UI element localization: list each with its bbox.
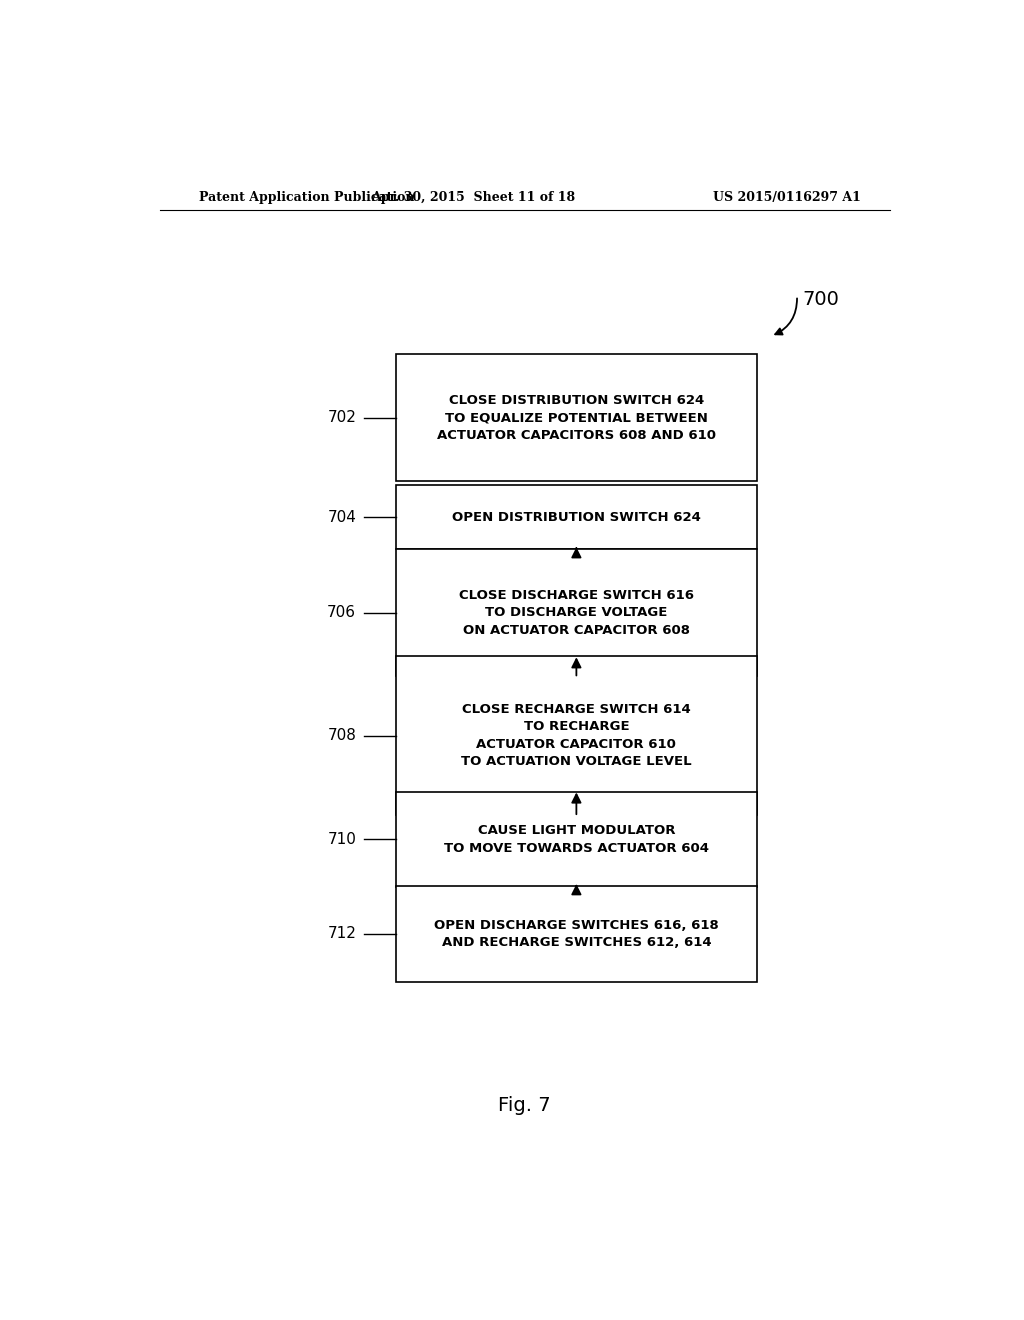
Text: Apr. 30, 2015  Sheet 11 of 18: Apr. 30, 2015 Sheet 11 of 18 xyxy=(371,190,575,203)
Text: CLOSE RECHARGE SWITCH 614
TO RECHARGE
ACTUATOR CAPACITOR 610
TO ACTUATION VOLTAG: CLOSE RECHARGE SWITCH 614 TO RECHARGE AC… xyxy=(461,704,691,768)
Text: 708: 708 xyxy=(328,729,356,743)
Text: CLOSE DISTRIBUTION SWITCH 624
TO EQUALIZE POTENTIAL BETWEEN
ACTUATOR CAPACITORS : CLOSE DISTRIBUTION SWITCH 624 TO EQUALIZ… xyxy=(437,393,716,442)
Text: 712: 712 xyxy=(328,927,356,941)
Text: 702: 702 xyxy=(328,411,356,425)
Text: 710: 710 xyxy=(328,832,356,847)
FancyBboxPatch shape xyxy=(396,886,757,982)
Text: Patent Application Publication: Patent Application Publication xyxy=(200,190,415,203)
Text: 706: 706 xyxy=(327,606,356,620)
FancyBboxPatch shape xyxy=(396,549,757,676)
Text: US 2015/0116297 A1: US 2015/0116297 A1 xyxy=(713,190,860,203)
FancyBboxPatch shape xyxy=(396,354,757,480)
Text: OPEN DISTRIBUTION SWITCH 624: OPEN DISTRIBUTION SWITCH 624 xyxy=(452,511,700,524)
FancyBboxPatch shape xyxy=(396,656,757,814)
Text: Fig. 7: Fig. 7 xyxy=(499,1096,551,1115)
Text: 704: 704 xyxy=(328,510,356,524)
FancyBboxPatch shape xyxy=(396,792,757,887)
Text: 700: 700 xyxy=(803,290,840,309)
Text: CAUSE LIGHT MODULATOR
TO MOVE TOWARDS ACTUATOR 604: CAUSE LIGHT MODULATOR TO MOVE TOWARDS AC… xyxy=(443,824,709,854)
FancyBboxPatch shape xyxy=(396,486,757,549)
Text: CLOSE DISCHARGE SWITCH 616
TO DISCHARGE VOLTAGE
ON ACTUATOR CAPACITOR 608: CLOSE DISCHARGE SWITCH 616 TO DISCHARGE … xyxy=(459,589,694,636)
Text: OPEN DISCHARGE SWITCHES 616, 618
AND RECHARGE SWITCHES 612, 614: OPEN DISCHARGE SWITCHES 616, 618 AND REC… xyxy=(434,919,719,949)
